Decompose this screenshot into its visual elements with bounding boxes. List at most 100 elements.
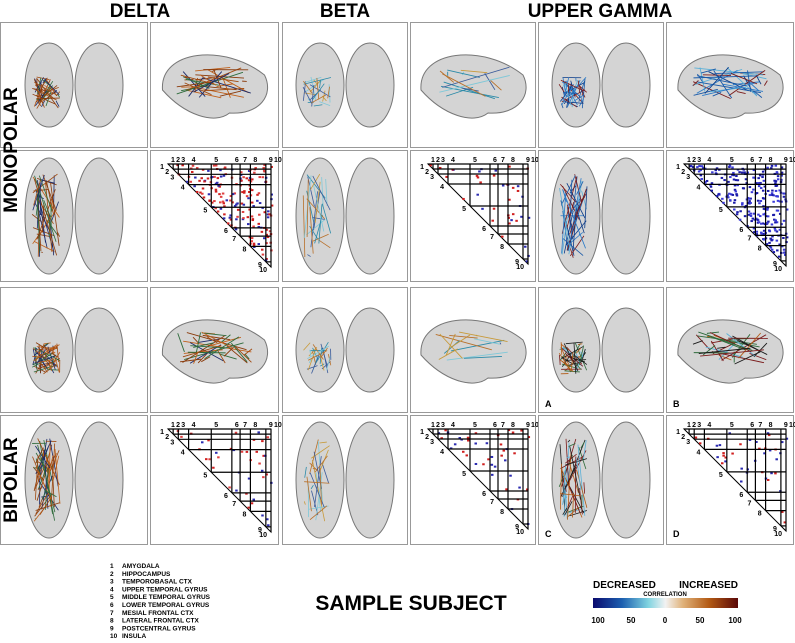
matrix-label: 1	[171, 422, 175, 429]
colorbar	[593, 598, 738, 608]
matrix-cell	[722, 201, 725, 204]
connection	[702, 345, 716, 356]
matrix-cell	[513, 452, 516, 455]
matrix-cell	[728, 432, 732, 435]
brain-lateral	[677, 54, 784, 119]
matrix-cell	[697, 170, 701, 173]
matrix-cell	[214, 182, 218, 185]
matrix-cell	[747, 210, 751, 213]
matrix-cell	[270, 204, 274, 207]
matrix-cell	[203, 180, 206, 183]
matrix-cell	[499, 443, 503, 446]
connection	[567, 439, 571, 443]
colorbar-tick: 100	[591, 616, 605, 625]
matrix-label: 6	[482, 226, 486, 233]
connection	[569, 101, 584, 104]
colorbar-tick: 0	[663, 616, 668, 625]
matrix-label: 1	[687, 157, 691, 164]
colorbar-tick: 100	[728, 616, 742, 625]
brain-lateral	[420, 54, 527, 119]
matrix-label: 6	[224, 228, 228, 235]
matrix-cell	[481, 207, 484, 210]
connection	[562, 77, 567, 97]
connection	[313, 185, 325, 232]
matrix-cell	[766, 166, 769, 169]
connection	[439, 333, 463, 359]
matrix-cell	[760, 222, 763, 225]
matrix-cell	[248, 208, 251, 211]
matrix-cell	[773, 218, 776, 221]
connection	[311, 355, 320, 374]
connection	[698, 347, 751, 354]
connection	[566, 82, 572, 108]
connection	[562, 189, 586, 249]
matrix-label: 8	[758, 246, 762, 253]
connection	[51, 459, 55, 508]
matrix-cell	[491, 473, 494, 476]
matrix-cell	[760, 231, 763, 234]
connection	[313, 79, 318, 85]
matrix-label: 7	[243, 422, 247, 429]
connection	[319, 467, 322, 505]
matrix-label: 4	[696, 184, 700, 191]
matrix-cell	[731, 173, 734, 176]
matrix-cell	[213, 175, 216, 178]
matrix-label: 4	[192, 157, 196, 164]
connection	[692, 80, 699, 86]
connection	[722, 83, 764, 92]
connection	[561, 361, 574, 373]
connection	[560, 103, 564, 109]
brain-lateral	[161, 54, 269, 119]
connection	[578, 446, 587, 470]
colorbar-tick: 50	[627, 616, 636, 625]
matrix-cell	[262, 166, 265, 169]
matrix-cell	[252, 225, 255, 228]
matrix-cell	[772, 251, 776, 254]
matrix-label: 3	[441, 422, 445, 429]
matrix-cell	[487, 458, 490, 461]
matrix-cell	[190, 170, 194, 173]
region-name: TEMPOROBASAL CTX	[122, 579, 193, 586]
matrix-cell	[465, 454, 468, 457]
matrix-cell	[744, 205, 748, 208]
region-name: HIPPOCAMPUS	[122, 571, 171, 578]
matrix-label: 8	[242, 246, 246, 253]
matrix-cell	[218, 193, 221, 196]
connection	[563, 343, 579, 372]
matrix-cell	[724, 460, 727, 463]
matrix-cell	[752, 212, 756, 215]
connection	[560, 79, 584, 92]
matrix-cell	[709, 185, 713, 188]
matrix-cell	[476, 193, 479, 196]
matrix-cell	[181, 164, 184, 167]
matrix-cell	[242, 176, 245, 179]
connection	[177, 333, 185, 353]
matrix-cell	[229, 214, 232, 217]
connection	[187, 351, 226, 354]
matrix-cell	[705, 179, 709, 182]
panel-label: A	[545, 399, 552, 409]
matrix-cell	[231, 201, 234, 204]
matrix-cell	[698, 442, 702, 445]
matrix-label: 8	[769, 422, 773, 429]
matrix-cell	[761, 222, 765, 225]
matrix-cell	[195, 190, 199, 193]
matrix-cell	[245, 195, 249, 198]
matrix-label: 10	[274, 157, 282, 164]
connection	[446, 351, 508, 361]
matrix-cell	[234, 431, 238, 434]
matrix-cell	[231, 193, 235, 196]
connection	[559, 354, 561, 365]
matrix-cell	[783, 192, 786, 195]
panel-label: C	[545, 529, 552, 539]
connection	[445, 86, 474, 97]
matrix-cell	[474, 462, 478, 465]
matrix-cell	[267, 210, 270, 213]
connection	[738, 332, 762, 359]
connection	[180, 74, 215, 85]
connection	[37, 346, 58, 351]
matrix-cell	[723, 179, 726, 182]
matrix-cell	[766, 215, 770, 218]
matrix-cell	[265, 228, 268, 231]
matrix-cell	[726, 194, 729, 197]
